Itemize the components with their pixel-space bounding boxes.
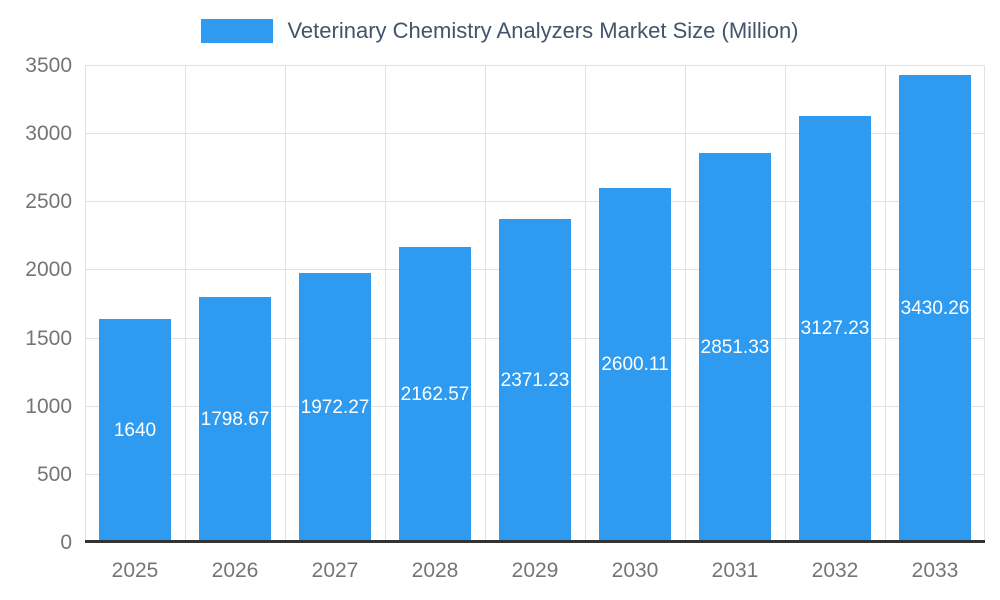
v-gridline <box>984 65 985 542</box>
x-axis-tick-label: 2031 <box>711 559 759 582</box>
bar-value-label: 1640 <box>113 419 157 441</box>
y-axis-tick-label: 2500 <box>25 190 72 214</box>
x-axis-tick-label: 2028 <box>411 559 459 582</box>
y-axis-tick-label: 3000 <box>25 122 72 146</box>
x-axis-tick-label: 2032 <box>811 559 859 582</box>
x-axis-tick-label: 2030 <box>611 559 659 582</box>
x-axis-tick-label: 2029 <box>511 559 559 582</box>
h-gridline <box>85 201 985 203</box>
bar: 2600.11 <box>599 187 671 542</box>
y-axis-tick-label: 500 <box>36 462 72 486</box>
chart-title: Veterinary Chemistry Analyzers Market Si… <box>287 18 799 43</box>
x-axis-tick-label: 2026 <box>211 559 259 582</box>
bar: 3430.26 <box>899 74 971 542</box>
y-axis-tick-label: 2000 <box>25 258 72 282</box>
bar: 1640 <box>99 318 171 542</box>
v-gridline <box>185 65 186 542</box>
y-axis-tick-label: 0 <box>60 531 72 554</box>
bar-value-label: 2162.57 <box>400 384 470 406</box>
v-gridline <box>785 65 786 542</box>
h-gridline <box>85 133 985 135</box>
bar-value-label: 1798.67 <box>200 408 270 430</box>
bar-value-label: 2371.23 <box>500 369 570 391</box>
v-gridline <box>685 65 686 542</box>
x-axis-tick-label: 2027 <box>311 559 359 582</box>
y-axis-tick-label: 1500 <box>25 326 72 350</box>
x-axis-baseline <box>85 540 985 543</box>
bar: 3127.23 <box>799 115 871 542</box>
bar-value-label: 3127.23 <box>800 318 870 340</box>
bar-value-label: 3430.26 <box>900 297 970 319</box>
v-gridline <box>85 65 86 542</box>
v-gridline <box>885 65 886 542</box>
legend-swatch <box>201 19 274 43</box>
v-gridline <box>585 65 586 542</box>
bar: 2851.33 <box>699 153 771 542</box>
bar-value-label: 1972.27 <box>300 397 370 419</box>
bar: 1798.67 <box>199 296 271 542</box>
bar-value-label: 2851.33 <box>700 337 770 359</box>
v-gridline <box>485 65 486 542</box>
y-axis-tick-label: 3500 <box>25 54 72 77</box>
h-gridline <box>85 65 985 66</box>
bar: 2162.57 <box>399 247 471 542</box>
bar: 2371.23 <box>499 218 571 542</box>
bar: 1972.27 <box>299 273 371 542</box>
y-axis-tick-label: 1000 <box>25 394 72 418</box>
v-gridline <box>285 65 286 542</box>
x-axis-tick-label: 2025 <box>111 559 159 582</box>
chart-legend: Veterinary Chemistry Analyzers Market Si… <box>0 16 1000 46</box>
v-gridline <box>385 65 386 542</box>
x-axis-tick-label: 2033 <box>911 559 959 582</box>
plot-area: 1640 1798.67 1972.27 2162.57 2371.23 2600.11 2… <box>85 65 985 543</box>
bar-value-label: 2600.11 <box>601 354 669 376</box>
